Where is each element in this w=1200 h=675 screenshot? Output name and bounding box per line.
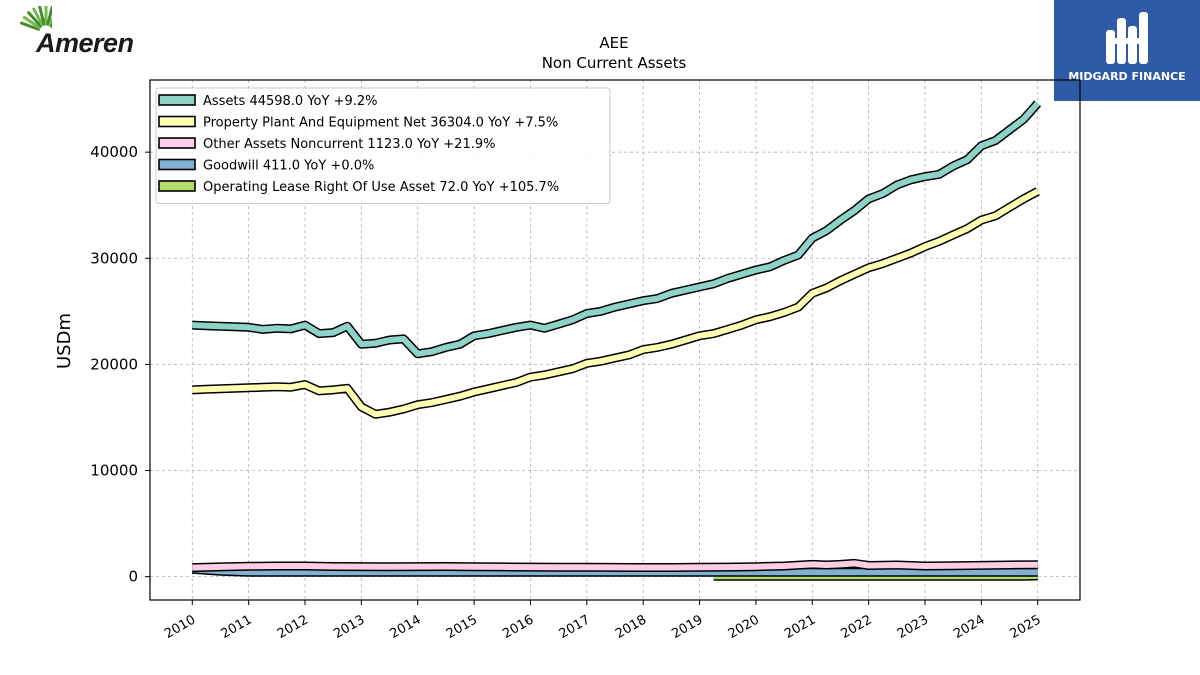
x-tick-label: 2021 bbox=[782, 612, 818, 642]
legend-label: Other Assets Noncurrent 1123.0 YoY +21.9… bbox=[203, 137, 495, 152]
sunburst-ray bbox=[27, 11, 43, 28]
ameren-logo: Ameren bbox=[6, 6, 136, 58]
legend-label: Assets 44598.0 YoY +9.2% bbox=[203, 94, 378, 109]
legend-box bbox=[155, 87, 611, 204]
midgard-finance-logo: MIDGARD FINANCE bbox=[1054, 0, 1200, 101]
legend-swatch bbox=[158, 180, 196, 192]
x-tick-label: 2014 bbox=[388, 612, 424, 642]
series-line bbox=[192, 566, 1038, 576]
y-tick-label: 10000 bbox=[90, 462, 138, 480]
ameren-sunburst-icon bbox=[20, 6, 52, 31]
series-0 bbox=[192, 100, 1042, 359]
y-tick-label: 30000 bbox=[90, 249, 138, 267]
x-tick-label: 2020 bbox=[726, 612, 762, 642]
legend-label: Property Plant And Equipment Net 36304.0… bbox=[203, 116, 558, 131]
sunburst-ray bbox=[46, 6, 52, 26]
ameren-logo-text: Ameren bbox=[36, 28, 134, 58]
x-tick-label: 2017 bbox=[557, 612, 593, 642]
x-tick-label: 2011 bbox=[218, 612, 254, 642]
x-tick-label: 2018 bbox=[613, 612, 649, 642]
legend-swatch bbox=[158, 94, 196, 106]
x-tick-label: 2019 bbox=[669, 612, 705, 642]
series-line bbox=[192, 560, 1038, 571]
series-1 bbox=[192, 187, 1040, 419]
y-axis-label: USDm bbox=[54, 313, 75, 369]
x-tick-label: 2024 bbox=[951, 612, 987, 642]
series-line bbox=[192, 188, 1040, 418]
sunburst-ray bbox=[22, 15, 41, 30]
chart-title: AEE bbox=[599, 34, 628, 52]
x-tick-label: 2025 bbox=[1008, 612, 1044, 642]
legend-label: Goodwill 411.0 YoY +0.0% bbox=[203, 159, 374, 174]
x-tick-label: 2022 bbox=[838, 612, 874, 642]
midgard-mark-icon bbox=[1106, 12, 1148, 64]
sunburst-ray bbox=[20, 21, 40, 31]
y-tick-label: 20000 bbox=[90, 355, 138, 373]
legend-swatch bbox=[158, 137, 196, 149]
x-tick-label: 2013 bbox=[331, 612, 367, 642]
legend-swatch bbox=[158, 158, 196, 171]
y-tick-label: 40000 bbox=[90, 143, 138, 161]
legend-swatch bbox=[158, 115, 196, 128]
x-tick-label: 2010 bbox=[162, 612, 198, 642]
plot-frame bbox=[149, 79, 1081, 601]
sunburst-ray bbox=[38, 6, 46, 26]
series-3 bbox=[191, 564, 1038, 577]
x-tick-label: 2015 bbox=[444, 612, 480, 642]
sunburst-ray bbox=[32, 7, 44, 27]
sunburst-ray bbox=[48, 17, 52, 27]
x-tick-label: 2023 bbox=[895, 612, 931, 642]
legend-label: Operating Lease Right Of Use Asset 72.0 … bbox=[203, 180, 559, 195]
series-2 bbox=[192, 558, 1038, 573]
x-tick-label: 2012 bbox=[275, 612, 311, 642]
x-tick-label: 2016 bbox=[500, 612, 536, 642]
midgard-logo-text: MIDGARD FINANCE bbox=[1068, 70, 1186, 83]
series-line bbox=[192, 101, 1040, 357]
y-tick-label: 0 bbox=[128, 568, 138, 586]
chart-subtitle: Non Current Assets bbox=[542, 54, 687, 72]
